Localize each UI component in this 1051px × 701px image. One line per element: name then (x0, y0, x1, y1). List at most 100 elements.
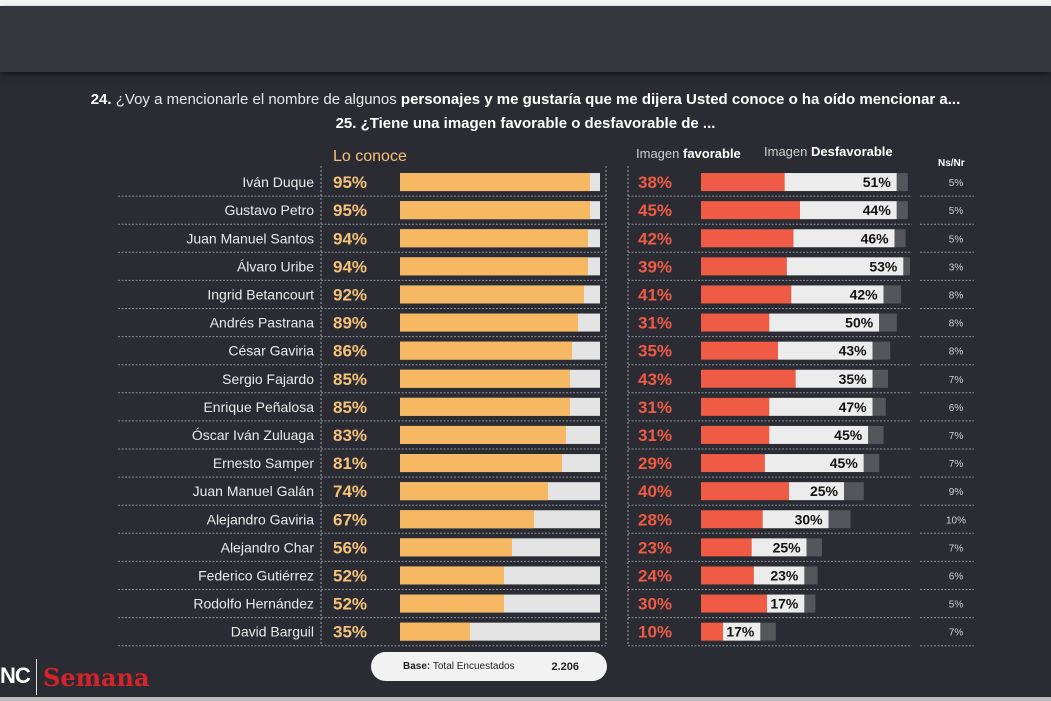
column-header-favorable: Imagen favorable (636, 146, 741, 161)
conoce-bar (400, 510, 534, 529)
favorable-bar (701, 229, 794, 248)
desfavorable-bar (786, 257, 904, 276)
favorable-value-label: 31% (638, 314, 672, 333)
favorable-bar (701, 594, 767, 613)
category-label: César Gaviria (228, 343, 314, 359)
category-label: Alejandro Char (221, 539, 315, 555)
nsnr-value-label: 5% (949, 206, 964, 217)
base-pill: Base: Total Encuestados 2.206 (371, 652, 607, 681)
conoce-bar (400, 173, 590, 192)
base-label-bold: Base: (403, 661, 431, 672)
conoce-value-label: 74% (333, 482, 367, 501)
conoce-bar (400, 566, 504, 585)
favorable-bar (701, 425, 770, 444)
category-label: Juan Manuel Santos (186, 230, 314, 246)
nsnr-bar (879, 313, 897, 332)
conoce-bar (400, 425, 566, 444)
desfavorable-bar (795, 369, 873, 388)
nsnr-value-label: 6% (949, 403, 964, 414)
desfavorable-bar (778, 341, 873, 360)
desfavorable-bar (769, 397, 873, 416)
favorable-bar (701, 285, 792, 304)
favorable-bar (701, 566, 754, 585)
nsnr-bar (868, 425, 884, 444)
conoce-value-label: 89% (333, 314, 367, 333)
favorable-value-label: 42% (638, 229, 672, 248)
desfavorable-bar (789, 482, 844, 501)
favorable-bar (701, 201, 800, 220)
favorable-bar (701, 482, 789, 501)
question-25: 25. ¿Tiene una imagen favorable o desfav… (335, 115, 716, 132)
desfavorable-value-label: 47% (839, 399, 868, 415)
favorable-bar (701, 397, 770, 416)
bottom-strip (0, 697, 1051, 701)
category-label: Ingrid Betancourt (207, 286, 314, 302)
nsnr-bar (872, 369, 888, 388)
desfavorable-bold: Desfavorable (810, 144, 893, 159)
desfavorable-value-label: 17% (770, 596, 799, 612)
nsnr-value-label: 8% (949, 290, 964, 301)
conoce-value-label: 85% (333, 370, 367, 389)
base-value: 2.206 (551, 660, 579, 673)
favorable-value-label: 40% (638, 482, 672, 501)
favorable-value-label: 45% (638, 201, 672, 220)
conoce-bar (400, 538, 512, 557)
header-band (0, 6, 1051, 72)
category-label: Rodolfo Hernández (193, 596, 314, 612)
nsnr-bar (896, 173, 908, 192)
conoce-value-label: 95% (333, 201, 367, 220)
desfavorable-value-label: 35% (839, 371, 868, 387)
favorable-value-label: 31% (638, 398, 672, 417)
cnc-logo: NC (0, 663, 31, 688)
desfavorable-prefix: Imagen (764, 144, 811, 159)
category-label: David Barguil (231, 624, 314, 640)
conoce-bar (400, 622, 470, 641)
conoce-value-label: 83% (333, 426, 367, 445)
question-24: 24. ¿Voy a mencionarle el nombre de algu… (0, 91, 1051, 108)
favorable-bar (701, 510, 763, 529)
base-label: Base: Total Encuestados (403, 661, 515, 672)
desfavorable-bar (793, 229, 895, 248)
desfavorable-value-label: 45% (834, 427, 863, 443)
conoce-value-label: 81% (333, 454, 367, 473)
desfavorable-bar (769, 425, 869, 444)
nsnr-value-label: 6% (949, 571, 964, 582)
desfavorable-bar (762, 510, 829, 529)
conoce-bar (400, 594, 504, 613)
conoce-value-label: 67% (333, 510, 367, 529)
conoce-value-label: 95% (333, 173, 367, 192)
category-label: Gustavo Petro (225, 202, 315, 218)
favorable-value-label: 24% (638, 566, 672, 585)
desfavorable-bar (800, 201, 897, 220)
desfavorable-value-label: 50% (845, 315, 874, 331)
nsnr-value-label: 3% (949, 262, 964, 273)
nsnr-value-label: 5% (949, 234, 964, 245)
top-strip (0, 0, 1051, 6)
category-label: Sergio Fajardo (222, 371, 314, 387)
question-24-bold-text: personajes y me gustaría que me dijera U… (400, 91, 961, 108)
nsnr-value-label: 8% (949, 319, 964, 330)
favorable-bold: favorable (682, 146, 741, 161)
favorable-bar (701, 454, 765, 473)
category-label: Andrés Pastrana (210, 315, 314, 331)
desfavorable-bar (791, 285, 884, 304)
desfavorable-value-label: 25% (773, 539, 802, 555)
favorable-value-label: 28% (638, 510, 672, 529)
desfavorable-bar (723, 622, 761, 641)
nsnr-bar (760, 622, 776, 641)
favorable-value-label: 10% (638, 623, 672, 642)
favorable-value-label: 43% (638, 370, 672, 389)
desfavorable-bar (784, 173, 897, 192)
nsnr-bar (804, 566, 818, 585)
semana-logo: Semana (43, 663, 150, 692)
desfavorable-value-label: 51% (863, 174, 892, 190)
column-header-nsnr: Ns/Nr (938, 158, 965, 169)
column-header-conoce: Lo conoce (333, 148, 407, 165)
conoce-value-label: 86% (333, 342, 367, 361)
nsnr-bar (872, 397, 886, 416)
logo-separator (36, 659, 37, 695)
favorable-bar (701, 622, 723, 641)
nsnr-bar (804, 594, 816, 613)
nsnr-bar (863, 454, 880, 473)
